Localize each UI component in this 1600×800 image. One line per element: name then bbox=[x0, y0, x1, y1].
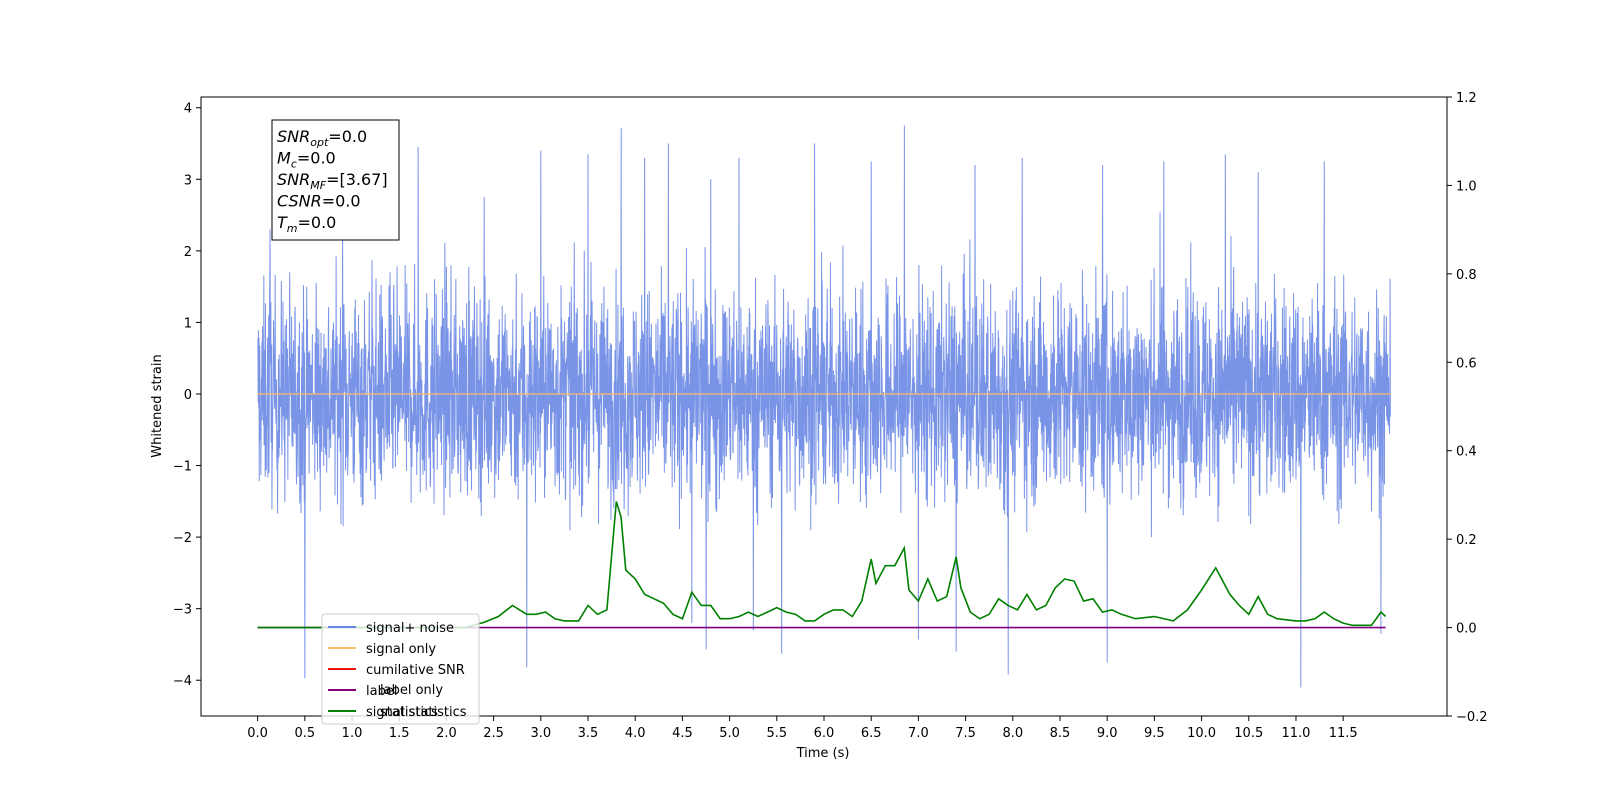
y-tick-label: 3 bbox=[184, 173, 192, 188]
stats-line: SNRMF=[3.67] bbox=[277, 170, 388, 192]
stats-line: SNRopt=0.0 bbox=[277, 127, 367, 149]
stats-subscript: m bbox=[287, 222, 298, 235]
y2-tick-label: 0.2 bbox=[1456, 533, 1477, 548]
y2-tick-label: 0.6 bbox=[1456, 356, 1477, 371]
x-axis: 0.0 0.5 1.0 1.5 2.0 2.5 3.0 3.5 4.0 4.5 5.0 5.5 6.0 6… bbox=[247, 716, 1358, 741]
stats-symbol: SNR bbox=[277, 170, 310, 189]
legend-background-text: statistics bbox=[380, 705, 438, 720]
legend-label-label: label bbox=[366, 684, 397, 699]
x-tick-label: 2.0 bbox=[436, 726, 457, 741]
stats-value: =0.0 bbox=[328, 127, 367, 146]
stats-value: =0.0 bbox=[322, 192, 361, 211]
y-tick-label: 2 bbox=[184, 245, 192, 260]
stats-subscript: opt bbox=[310, 136, 329, 149]
x-tick-label: 6.0 bbox=[814, 726, 835, 741]
x-tick-label: 0.0 bbox=[247, 726, 268, 741]
legend-label-cumilative-snr: cumilative SNR bbox=[366, 663, 465, 678]
x-tick-label: 2.5 bbox=[483, 726, 504, 741]
x-tick-label: 1.5 bbox=[389, 726, 410, 741]
y2-tick-label: 1.2 bbox=[1456, 91, 1477, 106]
y-tick-label: −3 bbox=[173, 603, 192, 618]
x-tick-label: 9.0 bbox=[1097, 726, 1118, 741]
x-axis-label: Time (s) bbox=[796, 746, 850, 761]
y-tick-label: 0 bbox=[184, 388, 192, 403]
x-tick-label: 0.5 bbox=[294, 726, 315, 741]
stats-symbol: M bbox=[277, 149, 291, 168]
y-axis-left: 4 3 2 1 0 −1 −2 −3 −4 bbox=[173, 102, 201, 689]
y2-tick-label: 0.8 bbox=[1456, 268, 1477, 283]
x-tick-label: 3.0 bbox=[530, 726, 551, 741]
y-axis-right: 1.2 1.0 0.8 0.6 0.4 0.2 0.0 −0.2 bbox=[1447, 91, 1488, 725]
x-tick-label: 4.5 bbox=[672, 726, 693, 741]
x-tick-label: 7.0 bbox=[908, 726, 929, 741]
x-tick-label: 3.5 bbox=[578, 726, 599, 741]
x-tick-label: 8.5 bbox=[1050, 726, 1071, 741]
x-tick-label: 8.0 bbox=[1002, 726, 1023, 741]
stats-value: =0.0 bbox=[297, 149, 336, 168]
stats-subscript: c bbox=[291, 158, 297, 171]
x-tick-label: 5.0 bbox=[719, 726, 740, 741]
y-axis-label: Whitened strain bbox=[150, 354, 165, 457]
x-tick-label: 10.5 bbox=[1234, 726, 1263, 741]
stats-subscript: MF bbox=[310, 179, 326, 192]
y2-tick-label: 0.0 bbox=[1456, 622, 1477, 637]
y2-tick-label: −0.2 bbox=[1456, 710, 1488, 725]
x-tick-label: 7.5 bbox=[955, 726, 976, 741]
stats-symbol: CSNR bbox=[277, 192, 322, 211]
legend-label-signal-noise: signal+ noise bbox=[366, 621, 454, 636]
legend-background-text: label only bbox=[380, 683, 443, 698]
legend-label-signal-only: signal only bbox=[366, 642, 436, 657]
y-tick-label: −1 bbox=[173, 460, 192, 475]
x-tick-label: 10.0 bbox=[1187, 726, 1216, 741]
y-tick-label: −2 bbox=[173, 531, 192, 546]
y-tick-label: 1 bbox=[184, 316, 192, 331]
legend: label only statistics signal+ noise signal … bbox=[321, 613, 480, 725]
y2-tick-label: 1.0 bbox=[1456, 179, 1477, 194]
x-tick-label: 11.0 bbox=[1281, 726, 1310, 741]
signal-noise-series bbox=[257, 125, 1391, 688]
stats-line: CSNR=0.0 bbox=[277, 192, 361, 211]
stats-symbol: SNR bbox=[277, 127, 310, 146]
stats-annotation-box: SNRopt=0.0Mc=0.0SNRMF=[3.67]CSNR=0.0Tm=0… bbox=[271, 119, 400, 241]
x-tick-label: 1.0 bbox=[342, 726, 363, 741]
stats-value: =0.0 bbox=[298, 213, 337, 232]
stats-line: Mc=0.0 bbox=[277, 149, 336, 171]
stats-value: =[3.67] bbox=[326, 170, 388, 189]
signal-statistics-line bbox=[257, 501, 1387, 629]
x-tick-label: 4.0 bbox=[625, 726, 646, 741]
y2-tick-label: 0.4 bbox=[1456, 445, 1477, 460]
stats-symbol: T bbox=[277, 213, 288, 232]
x-tick-label: 6.5 bbox=[861, 726, 882, 741]
signal-noise-line bbox=[257, 125, 1391, 688]
x-tick-label: 11.5 bbox=[1329, 726, 1358, 741]
y-tick-label: −4 bbox=[173, 674, 192, 689]
stats-line: Tm=0.0 bbox=[277, 213, 336, 235]
legend-label-signal-statistics: signal statistics bbox=[366, 705, 467, 720]
y-tick-label: 4 bbox=[184, 102, 192, 117]
x-tick-label: 9.5 bbox=[1144, 726, 1165, 741]
x-tick-label: 5.5 bbox=[766, 726, 787, 741]
